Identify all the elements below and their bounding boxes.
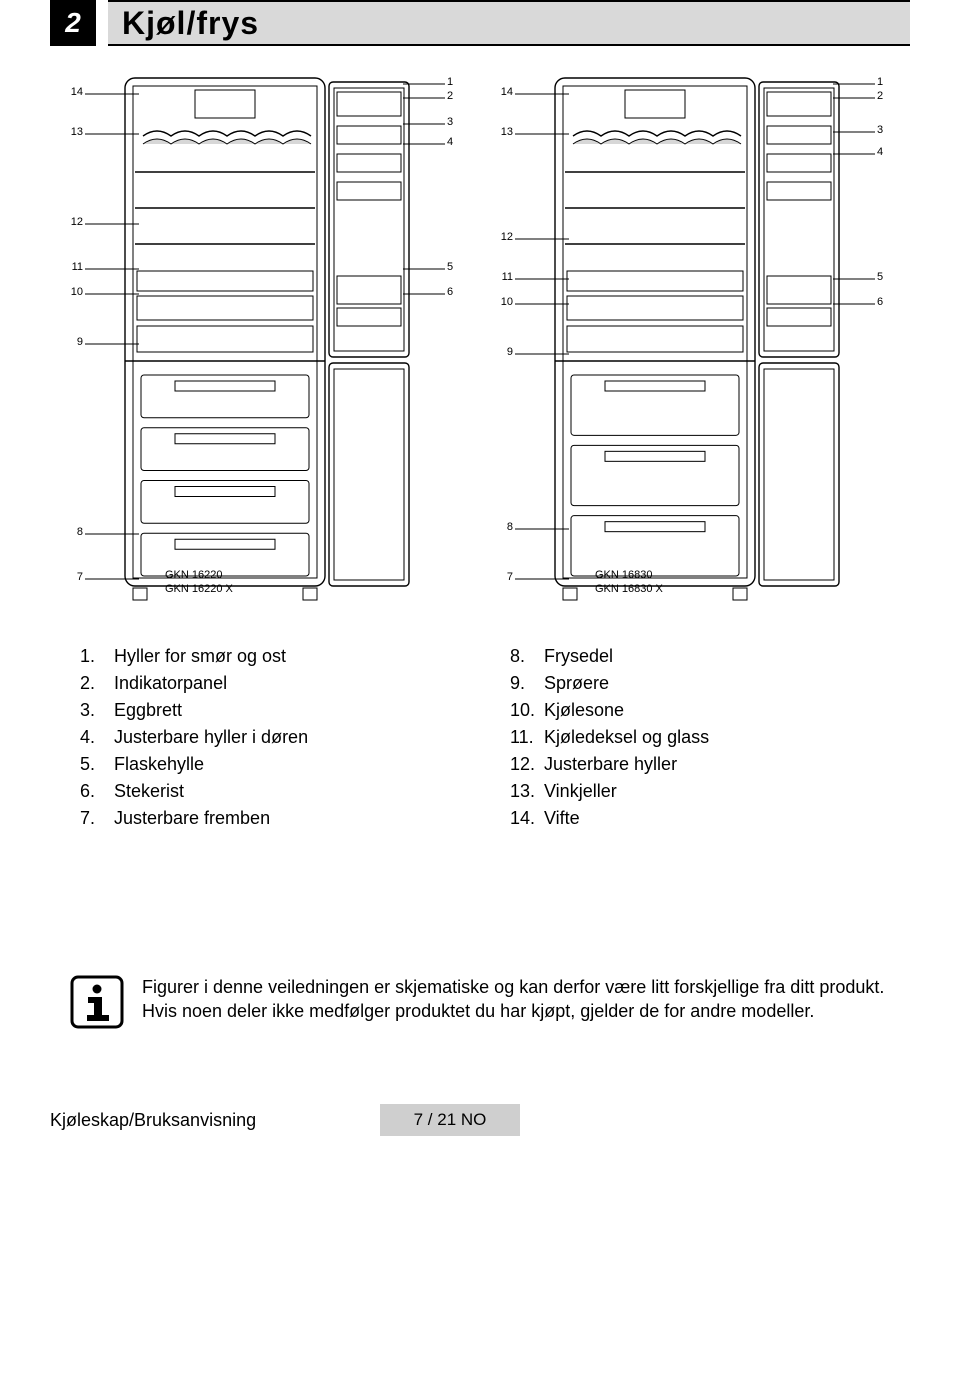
- callout-number: 3: [877, 124, 907, 136]
- parts-number: 7.: [80, 808, 114, 829]
- footer-manual-title: Kjøleskap/Bruksanvisning: [50, 1110, 380, 1131]
- parts-label: Stekerist: [114, 781, 450, 802]
- parts-label: Vifte: [544, 808, 880, 829]
- callout-number: 1: [877, 76, 907, 88]
- parts-row: 10.Kjølesone: [510, 700, 880, 721]
- callout-number: 14: [53, 86, 83, 98]
- parts-label: Eggbrett: [114, 700, 450, 721]
- footer-page-number: 7 / 21 NO: [380, 1104, 520, 1136]
- parts-label: Vinkjeller: [544, 781, 880, 802]
- parts-label: Justerbare hyller: [544, 754, 880, 775]
- parts-label: Kjølesone: [544, 700, 880, 721]
- parts-label: Indikatorpanel: [114, 673, 450, 694]
- parts-number: 3.: [80, 700, 114, 721]
- chapter-number-box: 2: [50, 0, 96, 46]
- parts-number: 2.: [80, 673, 114, 694]
- parts-label: Kjøledeksel og glass: [544, 727, 880, 748]
- parts-label: Flaskehylle: [114, 754, 450, 775]
- callout-number: 6: [447, 286, 477, 298]
- parts-label: Sprøere: [544, 673, 880, 694]
- callout-number: 12: [483, 231, 513, 243]
- note-box: Figurer i denne veiledningen er skjemati…: [70, 975, 890, 1034]
- callout-number: 5: [447, 261, 477, 273]
- parts-row: 14.Vifte: [510, 808, 880, 829]
- fridge-diagram-left: 1413121110987123456GKN 16220GKN 16220 X: [65, 76, 465, 606]
- parts-label: Justerbare fremben: [114, 808, 450, 829]
- callout-number: 8: [53, 526, 83, 538]
- model-label: GKN 16220GKN 16220 X: [165, 568, 233, 597]
- parts-row: 7.Justerbare fremben: [80, 808, 450, 829]
- callout-number: 2: [877, 90, 907, 102]
- callout-number: 11: [483, 271, 513, 283]
- callout-number: 2: [447, 90, 477, 102]
- chapter-title-band: Kjøl/frys: [108, 0, 910, 46]
- parts-row: 11.Kjøledeksel og glass: [510, 727, 880, 748]
- callout-number: 1: [447, 76, 477, 88]
- parts-row: 6.Stekerist: [80, 781, 450, 802]
- note-text: Figurer i denne veiledningen er skjemati…: [142, 975, 890, 1024]
- parts-number: 4.: [80, 727, 114, 748]
- callout-number: 4: [877, 146, 907, 158]
- callout-number: 6: [877, 296, 907, 308]
- callout-number: 13: [483, 126, 513, 138]
- parts-list-col-left: 1.Hyller for smør og ost2.Indikatorpanel…: [80, 646, 450, 835]
- parts-label: Frysedel: [544, 646, 880, 667]
- footer-page-number-text: 7 / 21 NO: [414, 1110, 487, 1130]
- parts-list-col-right: 8.Frysedel9.Sprøere10.Kjølesone11.Kjøled…: [510, 646, 880, 835]
- parts-row: 8.Frysedel: [510, 646, 880, 667]
- parts-number: 12.: [510, 754, 544, 775]
- parts-number: 1.: [80, 646, 114, 667]
- parts-number: 11.: [510, 727, 544, 748]
- callout-number: 4: [447, 136, 477, 148]
- parts-row: 1.Hyller for smør og ost: [80, 646, 450, 667]
- parts-number: 5.: [80, 754, 114, 775]
- chapter-number: 2: [65, 7, 81, 39]
- parts-row: 13.Vinkjeller: [510, 781, 880, 802]
- fridge-diagram-right: 1413121110987123456GKN 16830GKN 16830 X: [495, 76, 895, 606]
- parts-number: 13.: [510, 781, 544, 802]
- callout-number: 9: [53, 336, 83, 348]
- model-label: GKN 16830GKN 16830 X: [595, 568, 663, 597]
- parts-list: 1.Hyller for smør og ost2.Indikatorpanel…: [80, 646, 880, 835]
- parts-number: 8.: [510, 646, 544, 667]
- parts-label: Justerbare hyller i døren: [114, 727, 450, 748]
- callout-number: 7: [53, 571, 83, 583]
- parts-row: 9.Sprøere: [510, 673, 880, 694]
- callout-number: 3: [447, 116, 477, 128]
- parts-row: 3.Eggbrett: [80, 700, 450, 721]
- parts-row: 5.Flaskehylle: [80, 754, 450, 775]
- parts-row: 4.Justerbare hyller i døren: [80, 727, 450, 748]
- callout-number: 8: [483, 521, 513, 533]
- chapter-header: 2 Kjøl/frys: [50, 0, 910, 46]
- callout-number: 14: [483, 86, 513, 98]
- page-footer: Kjøleskap/Bruksanvisning 7 / 21 NO: [50, 1104, 910, 1136]
- callout-number: 9: [483, 346, 513, 358]
- callout-number: 10: [53, 286, 83, 298]
- callout-number: 10: [483, 296, 513, 308]
- chapter-title: Kjøl/frys: [122, 5, 259, 42]
- parts-row: 12.Justerbare hyller: [510, 754, 880, 775]
- callout-number: 12: [53, 216, 83, 228]
- parts-row: 2.Indikatorpanel: [80, 673, 450, 694]
- diagrams-row: 1413121110987123456GKN 16220GKN 16220 X …: [50, 76, 910, 606]
- parts-number: 9.: [510, 673, 544, 694]
- callout-number: 5: [877, 271, 907, 283]
- callout-number: 11: [53, 261, 83, 273]
- parts-number: 14.: [510, 808, 544, 829]
- info-icon: [70, 975, 124, 1034]
- parts-number: 10.: [510, 700, 544, 721]
- callout-number: 7: [483, 571, 513, 583]
- parts-number: 6.: [80, 781, 114, 802]
- callout-number: 13: [53, 126, 83, 138]
- parts-label: Hyller for smør og ost: [114, 646, 450, 667]
